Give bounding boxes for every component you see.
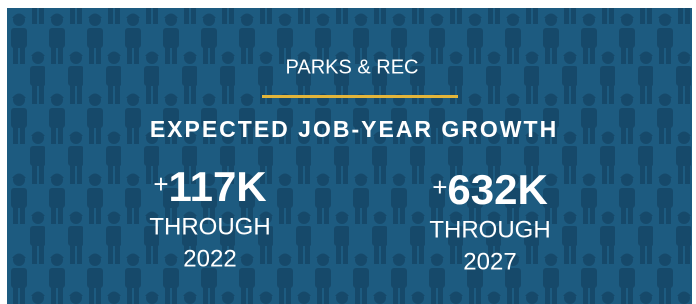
infographic: PARKS & REC EXPECTED JOB-YEAR GROWTH +11… [0, 0, 696, 304]
stat-number: 117K [169, 163, 267, 210]
stat-sign: + [153, 169, 168, 199]
stat-value: +117K [153, 163, 266, 210]
divider [262, 95, 458, 98]
stat-period: THROUGH [149, 213, 270, 240]
stat-sign: + [432, 172, 447, 202]
headline: EXPECTED JOB-YEAR GROWTH [150, 116, 558, 142]
page: {"header": {"label": "PARKS & REC", "tit… [0, 0, 696, 304]
stat-year: 2027 [463, 248, 516, 275]
stat-period: THROUGH [429, 216, 550, 243]
stat-number: 632K [447, 166, 547, 213]
stat-year: 2022 [183, 245, 236, 272]
pattern [7, 8, 692, 304]
section-label: PARKS & REC [286, 56, 419, 78]
stat-value: +632K [432, 166, 548, 213]
